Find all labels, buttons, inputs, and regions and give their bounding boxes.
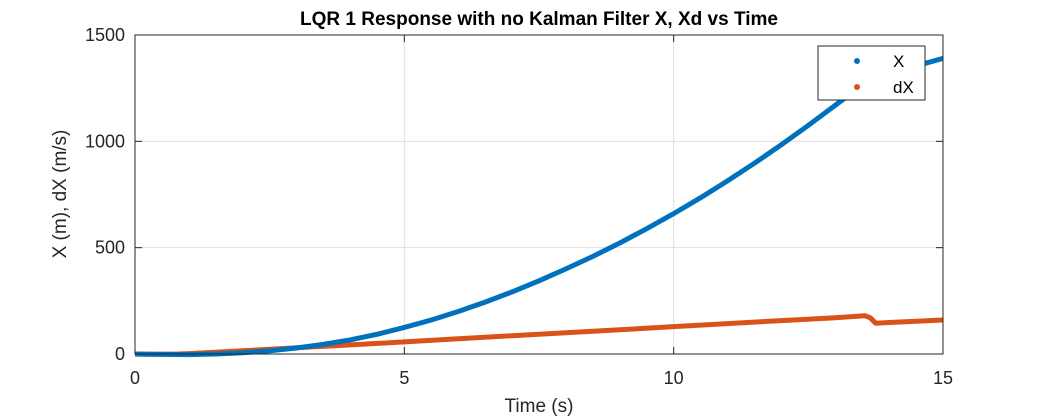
- x-axis-label: Time (s): [505, 396, 574, 417]
- legend-box: [817, 45, 926, 101]
- x-tick-label: 10: [664, 368, 684, 388]
- x-tick-label: 0: [130, 368, 140, 388]
- chart-title: LQR 1 Response with no Kalman Filter X, …: [300, 9, 778, 30]
- y-axis-label: X (m), dX (m/s): [50, 130, 71, 259]
- legend-label-x: X: [893, 52, 904, 71]
- plot-frame: [134, 34, 944, 355]
- y-tick-label: 0: [115, 344, 125, 364]
- series-line-x: [135, 55, 943, 358]
- ticks: 0 5 10 15 0 500 1000 1500: [85, 25, 953, 388]
- y-tick-label: 1500: [85, 25, 125, 45]
- legend-marker-x: [854, 58, 860, 64]
- y-tick-label: 1000: [85, 131, 125, 151]
- x-tick-label: 5: [399, 368, 409, 388]
- legend-marker-dx: [854, 84, 860, 90]
- x-tick-label: 15: [933, 368, 953, 388]
- plot-area: [135, 35, 943, 354]
- legend-label-dx: dX: [893, 78, 914, 97]
- legend: X dX: [817, 45, 926, 101]
- y-tick-label: 500: [95, 238, 125, 258]
